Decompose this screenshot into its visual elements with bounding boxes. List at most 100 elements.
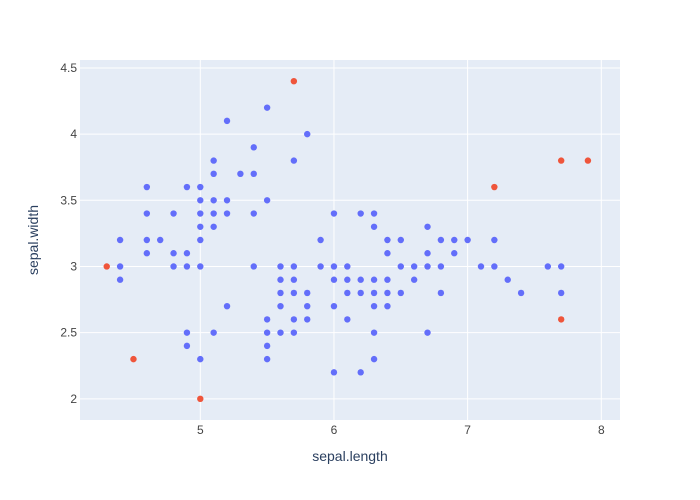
scatter-point [290, 263, 298, 270]
scatter-point [410, 263, 418, 270]
scatter-point [304, 130, 311, 138]
y-tick-label: 2.5 [60, 326, 77, 340]
scatter-point [370, 276, 378, 283]
scatter-point [277, 302, 284, 310]
scatter-point [197, 210, 204, 217]
scatter-point [491, 263, 498, 270]
scatter-point [290, 157, 298, 164]
scatter-point [290, 289, 298, 297]
scatter-point [223, 197, 231, 204]
scatter-point [170, 210, 177, 217]
scatter-point [183, 183, 191, 191]
scatter-point [183, 342, 191, 350]
scatter-point [477, 263, 485, 270]
scatter-point [197, 223, 204, 230]
scatter-point [370, 355, 378, 363]
scatter-point [370, 329, 378, 336]
scatter-point [116, 263, 124, 270]
x-tick-label: 5 [197, 423, 204, 437]
scatter-point [397, 289, 404, 297]
scatter-point [437, 263, 445, 270]
scatter-point [384, 302, 391, 310]
scatter-point [424, 263, 431, 270]
scatter-point [384, 236, 391, 244]
scatter-point [263, 329, 271, 336]
scatter-point [290, 276, 298, 283]
scatter-point [424, 329, 431, 336]
scatter-point [210, 170, 217, 178]
scatter-point [263, 197, 271, 204]
scatter-point [263, 104, 271, 111]
scatter-point [330, 369, 338, 376]
x-tick-labels: 5 6 7 8 [197, 423, 605, 437]
scatter-point [557, 157, 565, 164]
scatter-point [370, 223, 378, 230]
scatter-point [424, 250, 431, 257]
scatter-point [317, 263, 324, 270]
x-tick-label: 6 [331, 423, 338, 437]
scatter-point [384, 289, 391, 297]
scatter-point [437, 236, 445, 244]
scatter-point [170, 263, 177, 270]
y-tick-label: 3 [70, 259, 77, 273]
scatter-point [143, 236, 151, 244]
y-tick-label: 4 [70, 127, 77, 141]
scatter-point [397, 263, 404, 270]
scatter-point [143, 210, 151, 217]
scatter-point [237, 170, 244, 178]
scatter-point [277, 263, 284, 270]
scatter-point [143, 183, 151, 191]
scatter-point [544, 263, 552, 270]
scatter-point [330, 210, 338, 217]
scatter-point [357, 276, 364, 283]
scatter-point [143, 250, 151, 257]
scatter-point [116, 236, 124, 244]
scatter-point [584, 157, 592, 164]
x-tick-label: 7 [464, 423, 471, 437]
scatter-point [277, 289, 284, 297]
x-tick-label: 8 [598, 423, 605, 437]
scatter-point [263, 342, 271, 350]
scatter-point [210, 329, 217, 336]
y-tick-label: 2 [70, 392, 77, 406]
scatter-point [250, 144, 257, 151]
scatter-point [197, 183, 204, 191]
scatter-point [130, 355, 137, 363]
scatter-point [330, 276, 338, 283]
scatter-point [290, 316, 298, 323]
scatter-point [517, 289, 525, 297]
scatter-point [210, 197, 217, 204]
scatter-point [290, 329, 298, 336]
scatter-point [451, 236, 458, 244]
scatter-point [183, 329, 191, 336]
scatter-point [344, 289, 351, 297]
plot-area [80, 60, 620, 420]
scatter-point [397, 236, 404, 244]
scatter-point [384, 276, 391, 283]
scatter-point [277, 276, 284, 283]
scatter-point [370, 289, 378, 297]
scatter-point [491, 183, 498, 191]
scatter-point [344, 276, 351, 283]
scatter-point [357, 289, 364, 297]
scatter-point [464, 236, 471, 244]
scatter-point [330, 302, 338, 310]
scatter-point [197, 197, 204, 204]
scatter-point [210, 223, 217, 230]
x-axis-title: sepal.length [312, 448, 388, 464]
scatter-point [491, 236, 498, 244]
y-tick-labels: 2 2.5 3 3.5 4 4.5 [60, 61, 77, 406]
scatter-point [424, 223, 431, 230]
scatter-point [330, 263, 338, 270]
scatter-point [223, 302, 231, 310]
scatter-point [197, 395, 204, 403]
scatter-point [344, 316, 351, 323]
scatter-point [304, 289, 311, 297]
scatter-point [557, 289, 565, 297]
scatter-point [250, 210, 257, 217]
y-axis-title: sepal.width [25, 205, 41, 275]
scatter-point [183, 250, 191, 257]
scatter-point [317, 236, 324, 244]
scatter-point [250, 263, 257, 270]
